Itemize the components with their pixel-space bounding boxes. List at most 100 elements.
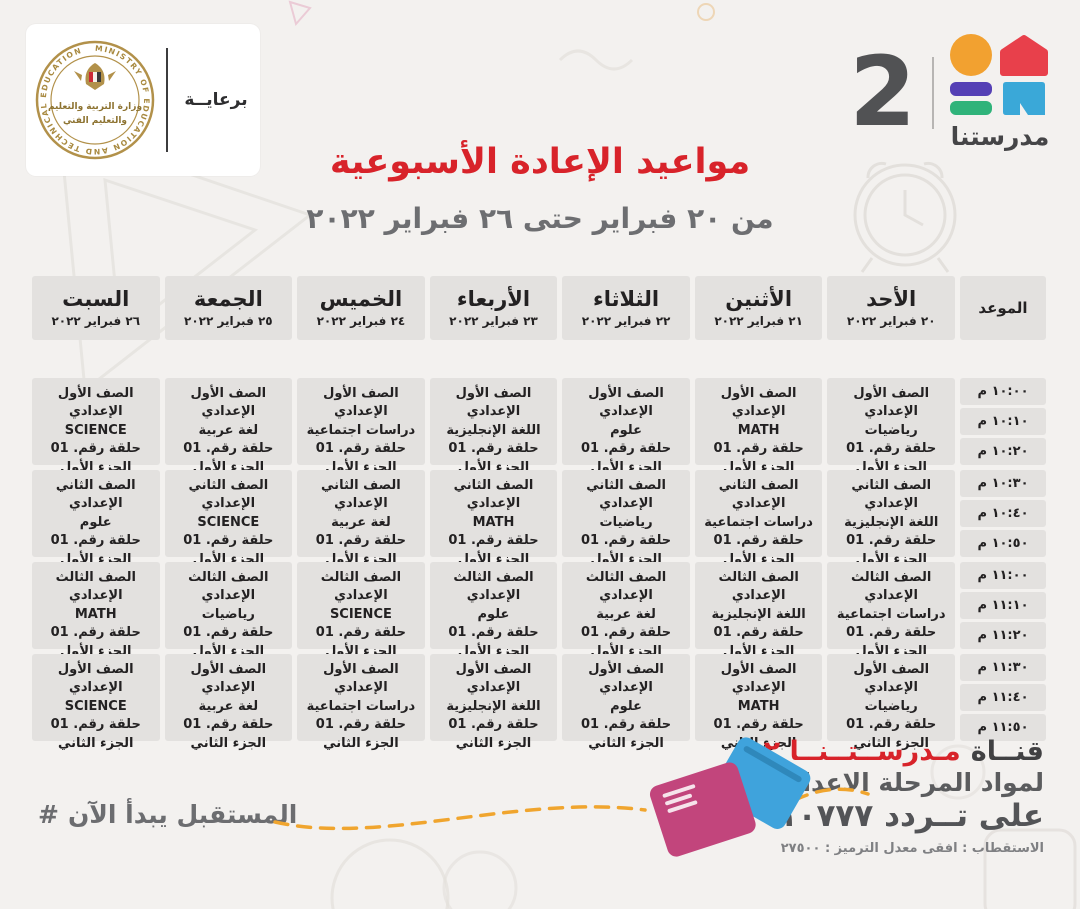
day-name: الجمعة xyxy=(193,286,263,311)
lesson-cell: الصف الثالث الإعدادي دراسات اجتماعية حلقة … xyxy=(827,562,955,659)
day-name: الأثنين xyxy=(725,286,793,311)
lesson-episode: حلقة رقم. 01 xyxy=(50,717,141,733)
day-header-3: الأربعاء ٢٣ فبراير ٢٠٢٢ xyxy=(429,276,558,340)
lesson-grade: الصف الأول الإعدادي xyxy=(455,662,532,696)
time-slot-group-3: ١١:٣٠ م ١١:٤٠ م ١١:٥٠ م xyxy=(960,654,1046,741)
orange-speck xyxy=(697,3,715,21)
sponsor-label: برعايــة xyxy=(184,90,248,110)
day-date: ٢١ فبراير ٢٠٢٢ xyxy=(714,314,803,329)
lesson-grade: الصف الأول الإعدادي xyxy=(323,662,399,696)
lesson-cell: الصف الثاني الإعدادي لغة عربية حلقة رقم. 0… xyxy=(297,470,425,567)
lesson-grade: الصف الأول الإعدادي xyxy=(588,386,664,420)
madresetna-logo-icon xyxy=(950,34,1048,115)
lesson-episode: حلقة رقم. 01 xyxy=(183,717,274,733)
day-header-1: الأثنين ٢١ فبراير ٢٠٢٢ xyxy=(694,276,823,340)
lesson-part: الجزء الثاني xyxy=(323,735,399,751)
time-slot-group-1: ١٠:٣٠ م ١٠:٤٠ م ١٠:٥٠ م xyxy=(960,470,1046,557)
lesson-cell: الصف الأول الإعدادي دراسات اجتماعية حلقة ر… xyxy=(297,378,425,475)
time-cell: ١٠:٣٠ م xyxy=(960,470,1046,497)
day-date: ٢٥ فبراير ٢٠٢٢ xyxy=(184,314,273,329)
day-date: ٢٣ فبراير ٢٠٢٢ xyxy=(449,314,538,329)
lesson-part: الجزء الثاني xyxy=(588,735,664,751)
time-cell: ١١:٠٠ م xyxy=(960,562,1046,589)
lesson-subject: علوم xyxy=(79,514,112,530)
lesson-episode: حلقة رقم. 01 xyxy=(315,441,406,457)
lesson-episode: حلقة رقم. 01 xyxy=(580,441,672,457)
channel-logo: 2 مدرستنا xyxy=(849,34,1050,151)
lesson-subject: اللغة الإنجليزية xyxy=(844,514,939,530)
lesson-part: الجزء الثاني xyxy=(190,735,267,751)
lesson-grade: الصف الأول الإعدادي xyxy=(455,386,532,420)
lesson-subject: دراسات اجتماعية xyxy=(836,606,946,622)
lesson-episode: حلقة رقم. 01 xyxy=(448,441,539,457)
schedule-row-1: ١٠:٣٠ م ١٠:٤٠ م ١٠:٥٠ م الصف الثاني الإعداد… xyxy=(31,470,1046,567)
lesson-subject: رياضيات xyxy=(201,606,255,622)
lesson-cell: الصف الأول الإعدادي لغة عربية حلقة رقم. 01… xyxy=(164,378,293,475)
lesson-episode: حلقة رقم. 01 xyxy=(315,717,406,733)
lesson-grade: الصف الأول الإعدادي xyxy=(190,662,267,696)
time-cell: ١١:٣٠ م xyxy=(960,654,1046,681)
day-date: ٢٤ فبراير ٢٠٢٢ xyxy=(316,314,406,329)
lesson-cell: الصف الأول الإعدادي MATH حلقة رقم. 01 الجزء… xyxy=(694,378,823,475)
lesson-grade: الصف الأول الإعدادي xyxy=(190,386,267,420)
dashed-line-decoration xyxy=(273,787,870,831)
channel-info-block: قنــاة مـدرســتــنــا ٢ لمواد المرحلة ال… xyxy=(764,736,1044,856)
lesson-cell: الصف الثاني الإعدادي MATH حلقة رقم. 01 الجز… xyxy=(429,470,558,567)
pink-book xyxy=(649,762,756,857)
time-cell: ١١:١٠ م xyxy=(960,592,1046,619)
lesson-cell: الصف الأول الإعدادي رياضيات حلقة رقم. 01 ال… xyxy=(827,654,955,751)
day-name: الثلاثاء xyxy=(593,286,660,311)
lesson-part: الجزء الثاني xyxy=(853,735,929,751)
lesson-episode: حلقة رقم. 01 xyxy=(846,625,937,641)
channel-info-polarization: الاستقطاب : افقى معدل الترميز : ٢٧٥٠٠ xyxy=(780,841,1044,856)
lesson-subject: علوم xyxy=(477,606,510,622)
lesson-cell: الصف الأول الإعدادي SCIENCE حلقة رقم. 01 ال… xyxy=(31,654,160,751)
lesson-episode: حلقة رقم. 01 xyxy=(315,625,406,641)
hashtag-text: المستقبل يبدأ الآن xyxy=(67,800,298,829)
lesson-cell: الصف الثالث الإعدادي لغة عربية حلقة رقم. 0… xyxy=(562,562,690,659)
lesson-cell: الصف الأول الإعدادي اللغة الإنجليزية حلقة … xyxy=(429,654,558,751)
day-header-6: السبت ٢٦ فبراير ٢٠٢٢ xyxy=(31,276,160,340)
lesson-grade: الصف الثاني الإعدادي xyxy=(321,478,401,512)
lesson-subject: SCIENCE xyxy=(64,698,127,714)
lesson-cell: الصف الأول الإعدادي علوم حلقة رقم. 01 الجزء… xyxy=(562,654,690,751)
lesson-subject: لغة عربية xyxy=(596,606,656,622)
hashtag-symbol: # xyxy=(38,800,59,829)
lesson-grade: الصف الأول الإعدادي xyxy=(57,386,134,420)
lesson-subject: دراسات اجتماعية xyxy=(306,698,416,714)
day-name: الخميس xyxy=(319,286,403,311)
lesson-grade: الصف الأول الإعدادي xyxy=(853,386,930,420)
lesson-cell: الصف الثاني الإعدادي SCIENCE حلقة رقم. 01 ا… xyxy=(164,470,293,567)
schedule-table: الموعد الأحد ٢٠ فبراير ٢٠٢٢ الأثنين ٢١ فبراي… xyxy=(31,276,1046,751)
eagle-emblem xyxy=(74,63,116,90)
lesson-episode: حلقة رقم. 01 xyxy=(580,625,672,641)
lesson-episode: حلقة رقم. 01 xyxy=(713,533,804,549)
lesson-subject: رياضيات xyxy=(599,514,653,530)
lesson-cell: الصف الثاني الإعدادي علوم حلقة رقم. 01 الجز… xyxy=(31,470,160,567)
lesson-episode: حلقة رقم. 01 xyxy=(846,533,937,549)
lesson-episode: حلقة رقم. 01 xyxy=(846,441,937,457)
lesson-cell: الصف الأول الإعدادي لغة عربية حلقة رقم. 01… xyxy=(164,654,293,751)
sponsor-divider xyxy=(166,48,168,152)
lesson-cell: الصف الثاني الإعدادي رياضيات حلقة رقم. 01 ا… xyxy=(562,470,690,567)
lesson-cell: الصف الأول الإعدادي SCIENCE حلقة رقم. 01 ال… xyxy=(31,378,160,475)
lesson-episode: حلقة رقم. 01 xyxy=(50,533,141,549)
day-date: ٢٦ فبراير ٢٠٢٢ xyxy=(51,314,141,329)
lesson-grade: الصف الثالث الإعدادي xyxy=(851,570,932,604)
lesson-subject: لغة عربية xyxy=(198,422,259,438)
day-date: ٢٠ فبراير ٢٠٢٢ xyxy=(846,314,936,329)
time-cell: ١١:٤٠ م xyxy=(960,684,1046,711)
lesson-subject: اللغة الإنجليزية xyxy=(446,698,541,714)
lesson-episode: حلقة رقم. 01 xyxy=(580,717,672,733)
lesson-subject: دراسات اجتماعية xyxy=(306,422,416,438)
lesson-subject: رياضيات xyxy=(864,422,918,438)
day-name: الأربعاء xyxy=(456,286,531,311)
seal-center-line1: وزارة التربية والتعليم xyxy=(48,102,142,112)
lesson-cell: الصف الثاني الإعدادي اللغة الإنجليزية حلقة… xyxy=(827,470,955,567)
lesson-subject: لغة عربية xyxy=(331,514,391,530)
schedule-row-3: ١١:٣٠ م ١١:٤٠ م ١١:٥٠ م الصف الأول الإعدادي… xyxy=(31,654,1046,751)
lesson-subject: اللغة الإنجليزية xyxy=(446,422,541,438)
lesson-episode: حلقة رقم. 01 xyxy=(448,717,539,733)
lesson-cell: الصف الثالث الإعدادي رياضيات حلقة رقم. 01 ا… xyxy=(164,562,293,659)
